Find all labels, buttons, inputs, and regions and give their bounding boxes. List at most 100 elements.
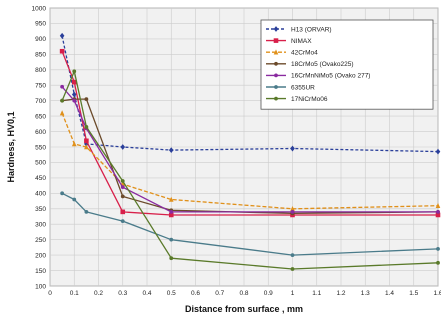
data-point [71, 141, 77, 147]
legend-label: 42CrMo4 [291, 50, 318, 57]
legend-box [260, 19, 434, 110]
data-point [60, 84, 65, 89]
legend-label: 17NiCrMo06 [291, 96, 328, 103]
data-point [435, 212, 441, 218]
data-point [290, 267, 295, 271]
y-tick-label: 850 [35, 52, 46, 59]
data-point [84, 97, 89, 102]
x-tick-label: 0.3 [118, 290, 127, 297]
data-point [72, 69, 77, 74]
legend-item: 6355UR [266, 84, 315, 91]
x-tick-label: 1.3 [361, 290, 370, 297]
series-1 [59, 32, 441, 155]
data-point [168, 212, 174, 218]
data-point [59, 110, 65, 116]
data-point [59, 32, 65, 39]
y-tick-label: 250 [35, 237, 46, 244]
y-tick-label: 1000 [32, 5, 47, 12]
legend-label: 6355UR [291, 84, 315, 91]
data-point [60, 191, 65, 196]
data-point [72, 197, 77, 202]
y-tick-label: 650 [35, 113, 46, 120]
series-7 [60, 69, 440, 271]
x-tick-label: 1.1 [312, 290, 321, 297]
data-point [436, 247, 440, 251]
data-point [84, 144, 89, 150]
x-axis-ticks: 0 0.1 0.2 0.3 0.4 0.5 0.6 0.7 0.8 0.9 1 1.1 1.2 1.3 1.… [48, 290, 441, 297]
series-3 [59, 110, 441, 212]
data-point [168, 147, 174, 153]
y-tick-label: 200 [35, 252, 46, 259]
data-point [120, 219, 125, 224]
legend-label: 18CrMo5 (Ovako225) [291, 61, 354, 68]
y-tick-label: 400 [35, 191, 46, 198]
data-point [168, 196, 174, 202]
legend-swatch-marker [273, 26, 279, 32]
data-point [120, 194, 125, 199]
x-tick-label: 1.6 [433, 290, 441, 297]
x-tick-label: 0.4 [142, 290, 151, 297]
data-point [290, 205, 295, 212]
x-tick-label: 1.4 [385, 290, 394, 297]
data-point [84, 138, 89, 144]
y-tick-label: 800 [35, 67, 46, 74]
x-tick-label: 1.2 [336, 290, 345, 297]
legend-swatch-marker [273, 38, 279, 43]
data-point [120, 209, 126, 215]
y-tick-label: 150 [35, 268, 46, 275]
data-point [120, 185, 125, 190]
y-axis-ticks: 100 150 200 250 300 350 400 450 500 550 600 650 700 7… [32, 5, 47, 290]
legend-swatch-marker [274, 85, 278, 89]
legend-label: NIMAX [291, 38, 312, 45]
y-tick-label: 900 [35, 36, 46, 43]
data-point [436, 209, 440, 214]
data-point [290, 209, 295, 214]
legend-item: H13 (ORVAR) [266, 26, 332, 33]
data-point [436, 260, 440, 265]
legend-swatch-marker [274, 96, 278, 101]
data-point [169, 256, 174, 261]
legend-swatch-marker [274, 61, 278, 66]
series-6 [60, 191, 440, 258]
data-point [84, 125, 89, 129]
grid [49, 7, 439, 287]
x-tick-label: 0.1 [70, 290, 79, 297]
x-tick-label: 1 [291, 290, 295, 297]
y-tick-label: 750 [35, 83, 46, 90]
data-point [290, 145, 295, 152]
y-tick-label: 450 [35, 175, 46, 182]
legend-item: 17NiCrMo06 [266, 96, 328, 103]
data-point [84, 141, 89, 147]
y-tick-label: 550 [35, 144, 46, 151]
data-point [84, 209, 89, 214]
legend-item: 18CrMo5 (Ovako225) [266, 61, 354, 68]
data-point [120, 144, 126, 150]
x-tick-label: 0 [48, 290, 52, 297]
data-point [435, 202, 441, 208]
legend: H13 (ORVAR) NIMAX 42CrMo4 18CrMo5 (Ovako225… [260, 19, 434, 110]
x-axis-label: Distance from surface , mm [185, 304, 303, 314]
y-tick-label: 950 [35, 21, 46, 28]
data-point [71, 79, 77, 85]
data-point [60, 98, 65, 103]
data-point [169, 237, 174, 242]
legend-item: 16CrMnNiMo5 (Ovako 277) [266, 73, 370, 80]
y-axis-label: Hardness, HV0,1 [6, 111, 16, 182]
data-point [59, 48, 65, 54]
x-tick-label: 1.5 [409, 290, 418, 297]
data-point [72, 98, 77, 103]
data-point [169, 209, 174, 214]
data-point [290, 253, 295, 258]
x-tick-label: 0.7 [215, 290, 224, 297]
x-tick-label: 0.5 [167, 290, 176, 297]
y-tick-label: 700 [35, 98, 46, 105]
legend-label: 16CrMnNiMo5 (Ovako 277) [291, 73, 370, 80]
legend-label: H13 (ORVAR) [291, 26, 332, 33]
y-tick-label: 100 [35, 283, 46, 290]
data-point [71, 91, 77, 98]
data-point [120, 179, 125, 183]
series-group [59, 32, 441, 271]
legend-item: 42CrMo4 [266, 49, 318, 57]
legend-swatch-marker [274, 73, 278, 78]
